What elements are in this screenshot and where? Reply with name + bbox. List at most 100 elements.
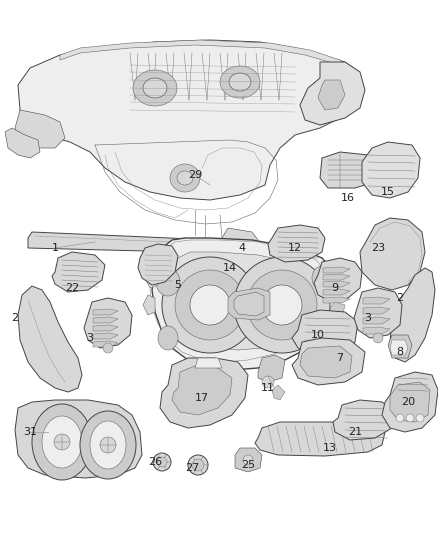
Ellipse shape [170, 164, 200, 192]
Text: 10: 10 [311, 330, 325, 340]
Polygon shape [234, 292, 264, 316]
Ellipse shape [262, 376, 274, 388]
Polygon shape [362, 142, 420, 198]
Ellipse shape [103, 343, 113, 353]
Ellipse shape [162, 257, 258, 353]
Polygon shape [138, 244, 178, 285]
Polygon shape [165, 252, 315, 350]
Polygon shape [388, 335, 412, 358]
Ellipse shape [220, 66, 260, 98]
Polygon shape [333, 400, 395, 440]
Polygon shape [363, 307, 390, 314]
Polygon shape [143, 295, 155, 315]
Text: 5: 5 [174, 280, 181, 290]
Text: 17: 17 [195, 393, 209, 403]
Polygon shape [160, 358, 248, 428]
Polygon shape [84, 298, 132, 348]
Ellipse shape [312, 266, 332, 290]
Ellipse shape [188, 455, 208, 475]
Polygon shape [172, 366, 232, 415]
Text: 9: 9 [332, 283, 339, 293]
Polygon shape [272, 385, 285, 400]
Text: 21: 21 [348, 427, 362, 437]
Ellipse shape [90, 421, 126, 469]
Text: 1: 1 [52, 243, 59, 253]
Polygon shape [18, 286, 82, 392]
Polygon shape [390, 340, 408, 355]
Ellipse shape [133, 70, 177, 106]
Ellipse shape [175, 270, 245, 340]
Polygon shape [255, 422, 385, 456]
Polygon shape [323, 267, 350, 273]
Text: 20: 20 [401, 397, 415, 407]
Ellipse shape [32, 404, 92, 480]
Polygon shape [323, 289, 350, 295]
Polygon shape [323, 281, 350, 287]
Text: 23: 23 [371, 243, 385, 253]
Polygon shape [60, 40, 355, 72]
Ellipse shape [262, 285, 302, 325]
Text: 12: 12 [288, 243, 302, 253]
Polygon shape [323, 274, 350, 280]
Text: 3: 3 [86, 333, 93, 343]
Text: 25: 25 [241, 460, 255, 470]
Polygon shape [363, 297, 390, 304]
Ellipse shape [416, 414, 424, 422]
Polygon shape [258, 355, 285, 382]
Polygon shape [15, 110, 65, 148]
Polygon shape [363, 317, 390, 324]
Polygon shape [314, 258, 362, 302]
Text: 8: 8 [396, 347, 403, 357]
Ellipse shape [100, 437, 116, 453]
Polygon shape [52, 252, 105, 292]
Polygon shape [93, 309, 118, 315]
Ellipse shape [143, 78, 167, 98]
Polygon shape [222, 228, 258, 248]
Ellipse shape [153, 453, 171, 471]
Ellipse shape [396, 414, 404, 422]
Text: 2: 2 [11, 313, 18, 323]
Polygon shape [320, 152, 378, 188]
Text: 2: 2 [396, 293, 403, 303]
Text: 26: 26 [148, 457, 162, 467]
Polygon shape [145, 268, 158, 288]
Text: 14: 14 [223, 263, 237, 273]
Text: 4: 4 [238, 243, 246, 253]
Polygon shape [18, 40, 360, 200]
Polygon shape [235, 448, 262, 472]
Text: 11: 11 [261, 383, 275, 393]
Ellipse shape [247, 270, 317, 340]
Text: 29: 29 [188, 170, 202, 180]
Polygon shape [390, 268, 435, 362]
Ellipse shape [158, 326, 178, 350]
Ellipse shape [234, 257, 330, 353]
Text: 22: 22 [65, 283, 79, 293]
Ellipse shape [243, 455, 253, 465]
Polygon shape [390, 382, 430, 422]
Polygon shape [323, 297, 350, 303]
Text: 15: 15 [381, 187, 395, 197]
Text: 27: 27 [185, 463, 199, 473]
Polygon shape [268, 225, 325, 262]
Polygon shape [93, 325, 118, 331]
Ellipse shape [54, 434, 70, 450]
Ellipse shape [229, 73, 251, 91]
Polygon shape [5, 128, 40, 158]
Ellipse shape [406, 414, 414, 422]
Polygon shape [228, 288, 270, 320]
Ellipse shape [192, 459, 204, 471]
Polygon shape [330, 302, 345, 318]
Text: 13: 13 [323, 443, 337, 453]
Ellipse shape [80, 411, 136, 479]
Polygon shape [195, 358, 222, 368]
Polygon shape [93, 333, 118, 339]
Polygon shape [382, 372, 438, 432]
Polygon shape [300, 62, 365, 125]
Text: 7: 7 [336, 353, 343, 363]
Ellipse shape [157, 457, 167, 467]
Polygon shape [354, 288, 402, 338]
Ellipse shape [190, 285, 230, 325]
Ellipse shape [177, 171, 193, 185]
Polygon shape [15, 400, 142, 478]
Polygon shape [360, 218, 425, 290]
